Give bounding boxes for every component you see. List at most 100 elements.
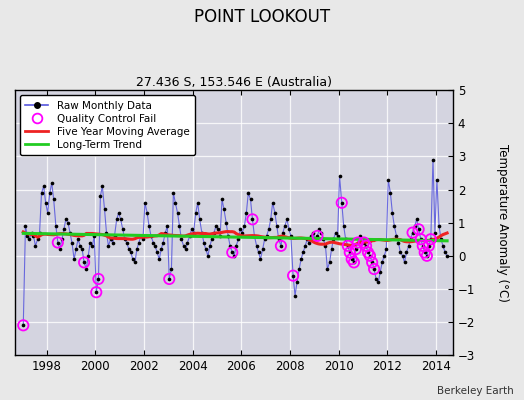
Point bbox=[359, 239, 368, 246]
Point bbox=[410, 223, 419, 229]
Point bbox=[212, 223, 220, 229]
Point bbox=[114, 210, 123, 216]
Point bbox=[19, 322, 27, 328]
Point bbox=[248, 216, 257, 222]
Point bbox=[319, 236, 328, 242]
Point bbox=[92, 289, 101, 296]
Point bbox=[137, 233, 145, 239]
Title: 27.436 S, 153.546 E (Australia): 27.436 S, 153.546 E (Australia) bbox=[136, 76, 332, 89]
Point bbox=[131, 259, 139, 266]
Point bbox=[256, 256, 265, 262]
Point bbox=[90, 233, 99, 239]
Point bbox=[265, 226, 273, 232]
Point bbox=[354, 239, 362, 246]
Point bbox=[295, 266, 303, 272]
Point bbox=[303, 236, 311, 242]
Point bbox=[94, 276, 103, 282]
Point bbox=[297, 256, 305, 262]
Point bbox=[405, 243, 413, 249]
Point bbox=[370, 266, 378, 272]
Point bbox=[299, 249, 307, 256]
Point bbox=[128, 256, 137, 262]
Point bbox=[366, 252, 374, 259]
Point bbox=[88, 243, 96, 249]
Point bbox=[248, 216, 257, 222]
Point bbox=[329, 236, 337, 242]
Point bbox=[350, 259, 358, 266]
Point bbox=[230, 252, 238, 259]
Point bbox=[234, 236, 243, 242]
Point bbox=[141, 200, 149, 206]
Point bbox=[39, 183, 48, 190]
Point bbox=[437, 236, 445, 242]
Point bbox=[439, 243, 447, 249]
Point bbox=[181, 246, 190, 252]
Point bbox=[408, 229, 417, 236]
Point bbox=[66, 229, 74, 236]
Point bbox=[354, 239, 362, 246]
Point bbox=[400, 259, 409, 266]
Point bbox=[317, 229, 325, 236]
Point bbox=[106, 236, 115, 242]
Point bbox=[417, 236, 425, 242]
Point bbox=[435, 223, 443, 229]
Point bbox=[408, 229, 417, 236]
Point bbox=[368, 259, 376, 266]
Point bbox=[272, 223, 281, 229]
Point bbox=[135, 239, 143, 246]
Point bbox=[321, 243, 330, 249]
Point bbox=[123, 239, 131, 246]
Point bbox=[206, 243, 214, 249]
Point bbox=[192, 210, 200, 216]
Point bbox=[210, 229, 218, 236]
Point bbox=[287, 233, 295, 239]
Point bbox=[100, 206, 108, 213]
Point bbox=[382, 246, 390, 252]
Point bbox=[285, 226, 293, 232]
Point bbox=[323, 266, 332, 272]
Point bbox=[198, 229, 206, 236]
Point bbox=[328, 246, 336, 252]
Point bbox=[49, 196, 58, 203]
Point bbox=[242, 210, 250, 216]
Point bbox=[423, 252, 431, 259]
Point bbox=[167, 266, 176, 272]
Y-axis label: Temperature Anomaly (°C): Temperature Anomaly (°C) bbox=[496, 144, 509, 302]
Point bbox=[208, 236, 216, 242]
Point bbox=[281, 223, 289, 229]
Point bbox=[80, 259, 88, 266]
Point bbox=[189, 229, 198, 236]
Point bbox=[200, 239, 208, 246]
Point bbox=[29, 233, 38, 239]
Point bbox=[116, 216, 125, 222]
Point bbox=[139, 236, 147, 242]
Point bbox=[366, 252, 374, 259]
Point bbox=[25, 236, 34, 242]
Point bbox=[102, 229, 111, 236]
Point bbox=[86, 239, 94, 246]
Point bbox=[151, 243, 159, 249]
Point bbox=[347, 256, 356, 262]
Point bbox=[293, 279, 301, 286]
Point bbox=[111, 233, 119, 239]
Point bbox=[113, 216, 121, 222]
Point bbox=[244, 190, 253, 196]
Point bbox=[127, 249, 135, 256]
Point bbox=[417, 236, 425, 242]
Point bbox=[275, 236, 283, 242]
Point bbox=[133, 246, 141, 252]
Point bbox=[121, 236, 129, 242]
Point bbox=[60, 226, 68, 232]
Point bbox=[62, 216, 70, 222]
Point bbox=[388, 210, 397, 216]
Point bbox=[291, 292, 299, 299]
Point bbox=[153, 249, 161, 256]
Point bbox=[421, 249, 429, 256]
Point bbox=[429, 156, 437, 163]
Point bbox=[232, 243, 241, 249]
Point bbox=[183, 239, 192, 246]
Point bbox=[240, 223, 248, 229]
Point bbox=[161, 229, 170, 236]
Point bbox=[344, 243, 352, 249]
Point bbox=[394, 239, 402, 246]
